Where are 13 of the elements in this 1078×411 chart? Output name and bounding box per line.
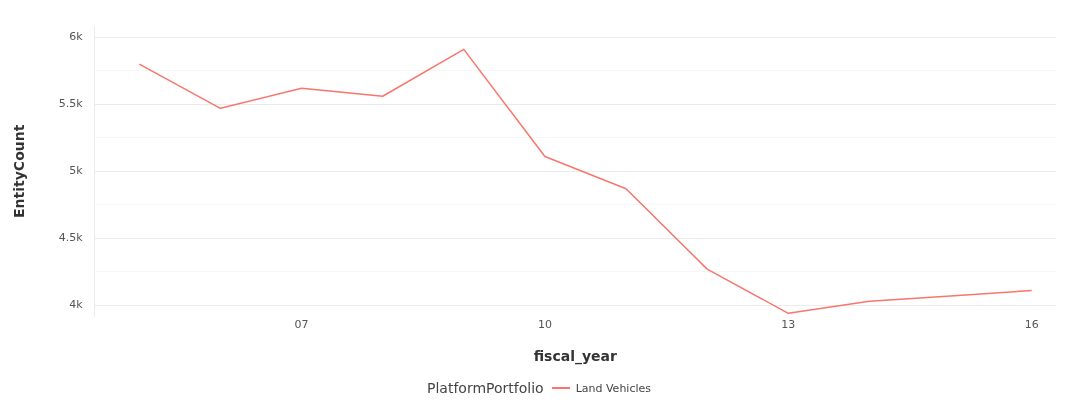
y-tick-label: 4k [69, 298, 84, 312]
y-tick-label: 5k [69, 164, 84, 178]
x-axis-title: fiscal_year [533, 348, 618, 366]
x-tick-label: 07 [294, 318, 309, 332]
x-tick-label: 10 [537, 318, 552, 332]
x-tick-label: 13 [781, 318, 796, 332]
y-tick-label: 6k [69, 30, 84, 44]
y-axis-title: EntityCount [11, 124, 28, 218]
legend-label: Land Vehicles [575, 381, 652, 395]
y-tick-label: 4.5k [58, 231, 84, 245]
x-tick-label: 16 [1024, 318, 1039, 332]
legend-title: PlatformPortfolio [426, 380, 544, 396]
y-tick-label: 5.5k [58, 97, 84, 111]
